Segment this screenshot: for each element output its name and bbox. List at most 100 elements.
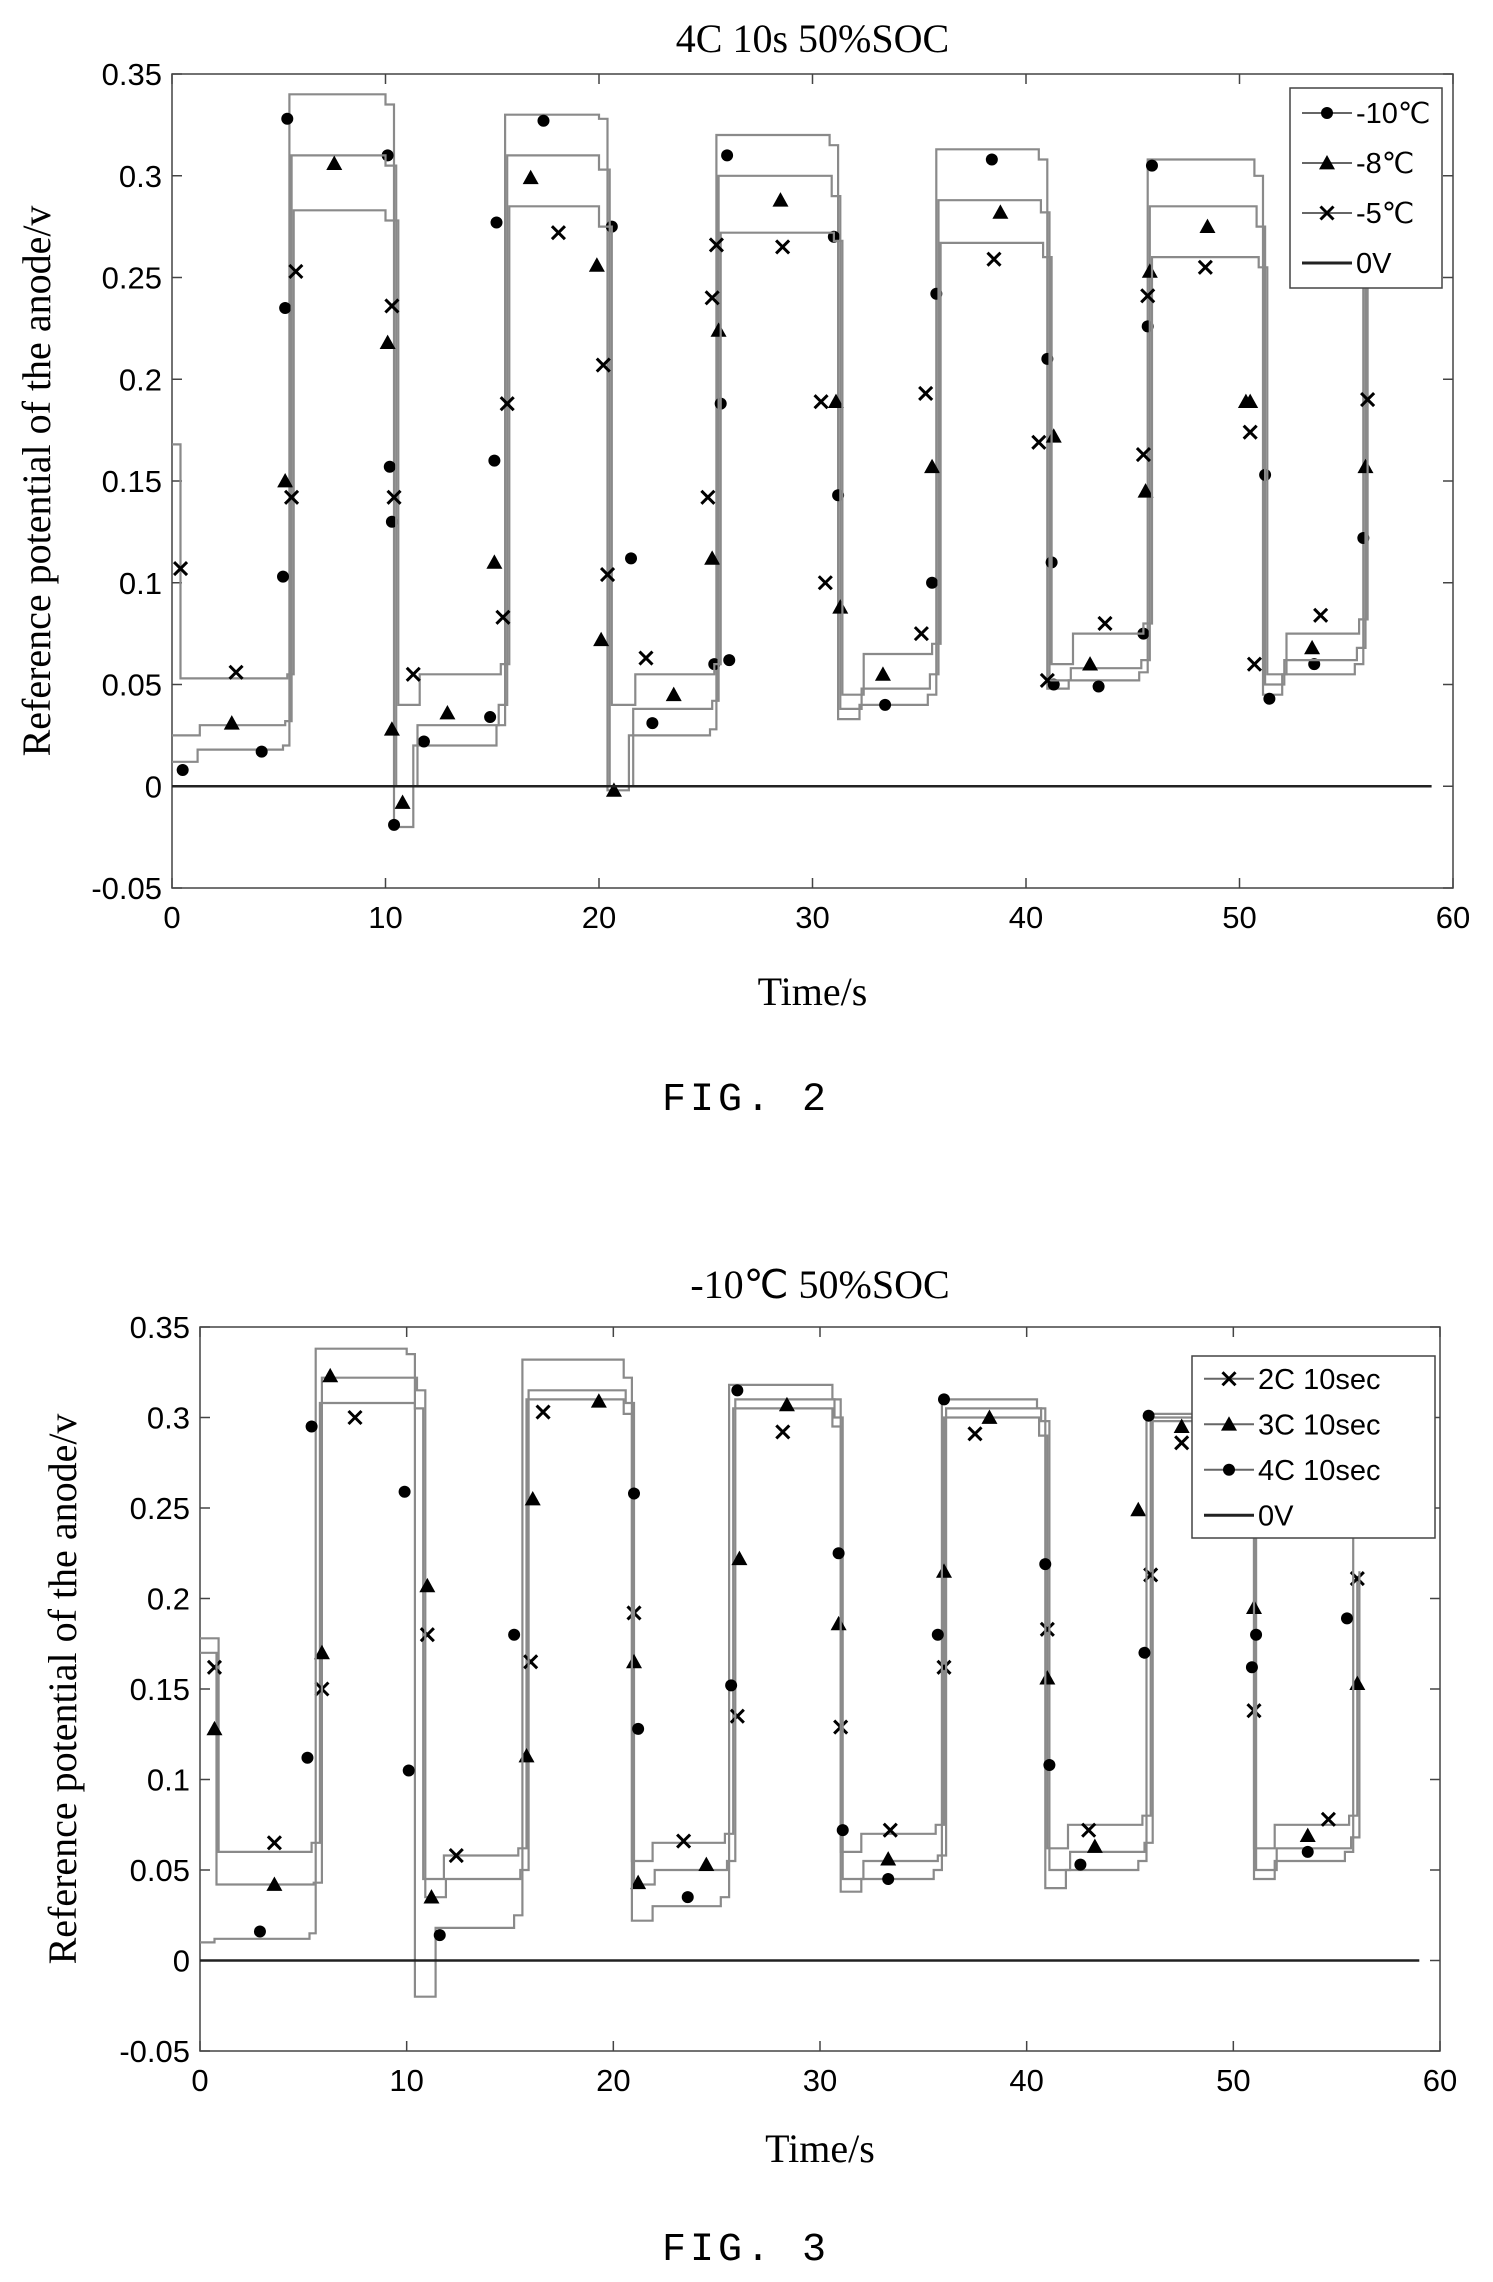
x-tick-label: 0 bbox=[191, 2063, 208, 2098]
data-point bbox=[223, 715, 240, 730]
data-point bbox=[731, 1550, 748, 1566]
data-point bbox=[255, 745, 268, 758]
data-point bbox=[775, 1424, 791, 1440]
data-point bbox=[288, 263, 304, 279]
data-point bbox=[281, 112, 294, 125]
data-point bbox=[832, 1547, 845, 1560]
data-point bbox=[830, 1615, 847, 1631]
data-point bbox=[1173, 1418, 1190, 1433]
data-point bbox=[1142, 1409, 1155, 1422]
data-point bbox=[1130, 1501, 1147, 1517]
data-point bbox=[499, 396, 515, 412]
data-point bbox=[518, 1747, 535, 1763]
data-point bbox=[1138, 1646, 1151, 1659]
data-point bbox=[1299, 1827, 1316, 1843]
data-point bbox=[283, 489, 300, 505]
figure-caption: FIG. 3 bbox=[662, 2228, 830, 2273]
data-point bbox=[931, 1628, 944, 1641]
data-point bbox=[484, 711, 497, 724]
legend-marker bbox=[1319, 155, 1335, 170]
data-point bbox=[590, 1393, 607, 1408]
y-tick-label: 0.35 bbox=[102, 57, 162, 92]
data-point bbox=[723, 654, 736, 667]
data-point bbox=[176, 763, 189, 776]
data-point bbox=[1086, 1838, 1103, 1853]
y-axis-label: Reference potential of the anode/v bbox=[40, 1414, 85, 1965]
data-point bbox=[992, 204, 1009, 219]
data-point bbox=[524, 1490, 541, 1506]
data-point bbox=[625, 552, 638, 565]
data-point bbox=[1145, 159, 1158, 172]
data-point bbox=[1174, 1435, 1190, 1451]
data-point bbox=[417, 735, 430, 748]
data-point bbox=[874, 666, 891, 681]
legend-entry: -10℃ bbox=[1356, 98, 1430, 130]
x-tick-label: 30 bbox=[803, 2063, 837, 2098]
y-tick-label: 0.25 bbox=[130, 1491, 190, 1526]
data-point bbox=[708, 237, 724, 253]
data-point bbox=[681, 1891, 694, 1904]
legend-entry: 3C 10sec bbox=[1258, 1409, 1381, 1441]
data-point bbox=[386, 489, 402, 505]
data-point bbox=[398, 1485, 411, 1498]
data-point bbox=[322, 1367, 339, 1383]
data-point bbox=[385, 515, 398, 528]
x-axis-label: Time/s bbox=[758, 969, 868, 1014]
series-line bbox=[172, 205, 1369, 706]
data-point bbox=[704, 550, 721, 565]
data-point bbox=[1140, 288, 1156, 304]
x-tick-label: 30 bbox=[795, 900, 829, 935]
data-point bbox=[721, 149, 734, 162]
data-point bbox=[1360, 392, 1376, 408]
data-point bbox=[266, 1876, 283, 1891]
x-tick-label: 0 bbox=[163, 900, 180, 935]
data-point bbox=[813, 394, 829, 410]
y-tick-label: 0.15 bbox=[130, 1672, 190, 1707]
data-point bbox=[439, 704, 456, 720]
legend-box bbox=[1191, 1355, 1436, 1539]
x-tick-label: 10 bbox=[368, 900, 402, 935]
data-point bbox=[882, 1822, 898, 1838]
data-point bbox=[1341, 1612, 1353, 1625]
data-point bbox=[277, 473, 294, 488]
data-point bbox=[313, 1644, 330, 1660]
data-point bbox=[486, 554, 503, 569]
x-tick-label: 50 bbox=[1216, 2063, 1250, 2098]
data-point bbox=[638, 650, 654, 666]
data-point bbox=[537, 114, 550, 127]
chart-title: -10℃ 50%SOC bbox=[690, 1262, 949, 1307]
data-point bbox=[1081, 1822, 1097, 1838]
data-point bbox=[588, 257, 605, 272]
x-tick-label: 10 bbox=[389, 2063, 423, 2098]
legend-marker bbox=[1321, 107, 1333, 119]
data-point bbox=[1137, 483, 1154, 498]
data-point bbox=[495, 609, 511, 625]
legend-entry: -8℃ bbox=[1356, 148, 1414, 180]
x-tick-label: 60 bbox=[1423, 2063, 1457, 2098]
y-tick-label: 0.2 bbox=[147, 1582, 190, 1617]
data-point bbox=[535, 1404, 551, 1420]
y-tick-label: 0.3 bbox=[147, 1401, 190, 1436]
data-point bbox=[593, 631, 610, 647]
series-3 bbox=[172, 205, 1376, 706]
figure-caption: FIG. 2 bbox=[662, 1078, 830, 1123]
plot-area bbox=[171, 73, 1454, 889]
data-point bbox=[394, 794, 411, 809]
legend-entry: 0V bbox=[1258, 1500, 1294, 1532]
data-point bbox=[384, 298, 400, 314]
data-point bbox=[1313, 607, 1329, 623]
data-point bbox=[882, 1873, 895, 1886]
data-point bbox=[433, 1929, 446, 1942]
data-point bbox=[710, 322, 727, 337]
data-point bbox=[626, 1653, 642, 1669]
data-point bbox=[879, 698, 892, 711]
x-tick-label: 20 bbox=[596, 2063, 630, 2098]
legend: -10℃ -8℃ -5℃ 0V bbox=[1289, 87, 1443, 289]
y-tick-label: -0.05 bbox=[91, 871, 162, 906]
legend-marker bbox=[1223, 1463, 1235, 1476]
data-point bbox=[1074, 1858, 1087, 1871]
data-point bbox=[1039, 1670, 1056, 1685]
y-axis-label: Reference potential of the anode/v bbox=[14, 206, 59, 757]
data-point bbox=[698, 1856, 715, 1871]
